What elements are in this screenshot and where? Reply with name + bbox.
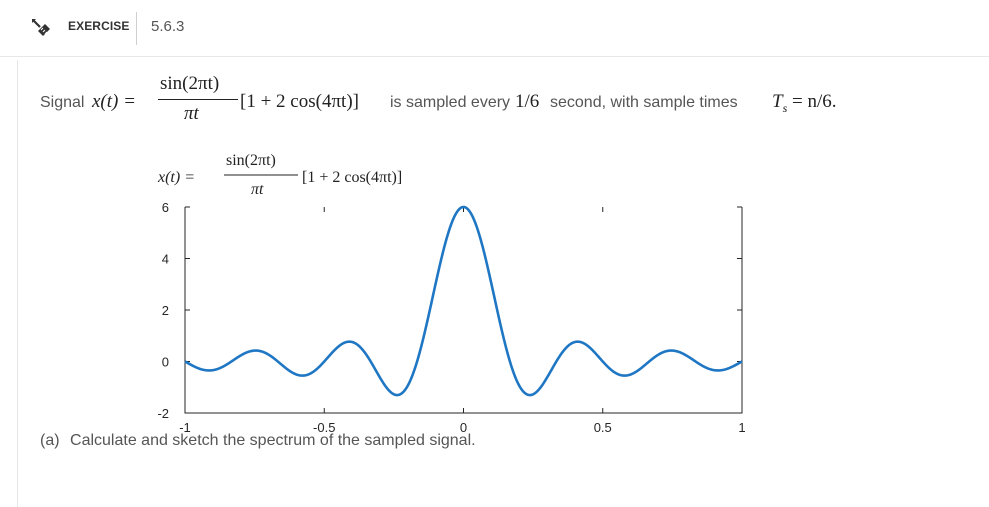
exercise-header: EXERCISE 5.6.3 [0, 0, 989, 57]
fraction-denominator: πt [184, 103, 199, 124]
pencil-ruler-icon [32, 19, 50, 36]
y-tick-label: 4 [162, 252, 169, 267]
y-tick-label: 0 [162, 355, 169, 370]
plot-title-bracket: [1 + 2 cos(4πt)] [302, 169, 402, 186]
x-tick-label: 0 [460, 420, 467, 435]
y-tick-label: 2 [162, 303, 169, 318]
plot-title-denominator: πt [251, 181, 264, 198]
y-tick-label: -2 [157, 406, 169, 421]
ts-expression: Ts = n/6. [772, 91, 837, 116]
fraction-bar [158, 99, 238, 100]
x-tick-label: -0.5 [313, 420, 335, 435]
x-tick-label: 0.5 [594, 420, 612, 435]
part-a-text: Calculate and sketch the spectrum of the… [70, 432, 476, 449]
x-tick-label: -1 [179, 420, 191, 435]
plot-ticks: -1 -0.5 0 0.5 1 -2 0 2 4 6 [157, 200, 745, 435]
signal-line [184, 205, 743, 397]
sampled-text: is sampled every [390, 94, 511, 111]
part-a-label: (a) [40, 432, 60, 449]
signal-word: Signal [40, 94, 85, 111]
ts-rhs: = n/6. [792, 91, 837, 112]
exercise-label: EXERCISE [68, 19, 130, 33]
ts-subscript: s [782, 100, 788, 115]
signal-lhs: x(t) = [92, 91, 136, 113]
plot-axes [184, 207, 743, 414]
second-text: second, with sample times [550, 94, 738, 111]
y-tick-label: 6 [162, 200, 169, 215]
ts-symbol: T [772, 91, 783, 112]
fraction-numerator: sin(2πt) [160, 73, 220, 94]
left-margin-rule [17, 60, 18, 507]
header-divider [136, 12, 137, 45]
plot-title: x(t) = sin(2πt) πt [1 + 2 cos(4πt)] [157, 152, 402, 198]
axes-frame [184, 207, 743, 414]
signal-lhs-text: x(t) = [92, 91, 136, 112]
exercise-number: 5.6.3 [151, 18, 185, 35]
sample-interval: 1/6 [515, 91, 540, 112]
part-a: (a) Calculate and sketch the spectrum of… [40, 432, 476, 450]
problem-statement: Signal x(t) = sin(2πt) πt [1 + 2 cos(4πt… [40, 70, 980, 130]
x-tick-label: 1 [738, 420, 745, 435]
plot-title-lhs: x(t) = [157, 169, 195, 186]
signal-bracket: [1 + 2 cos(4πt)] [240, 91, 359, 112]
plot-title-numerator: sin(2πt) [226, 152, 276, 169]
